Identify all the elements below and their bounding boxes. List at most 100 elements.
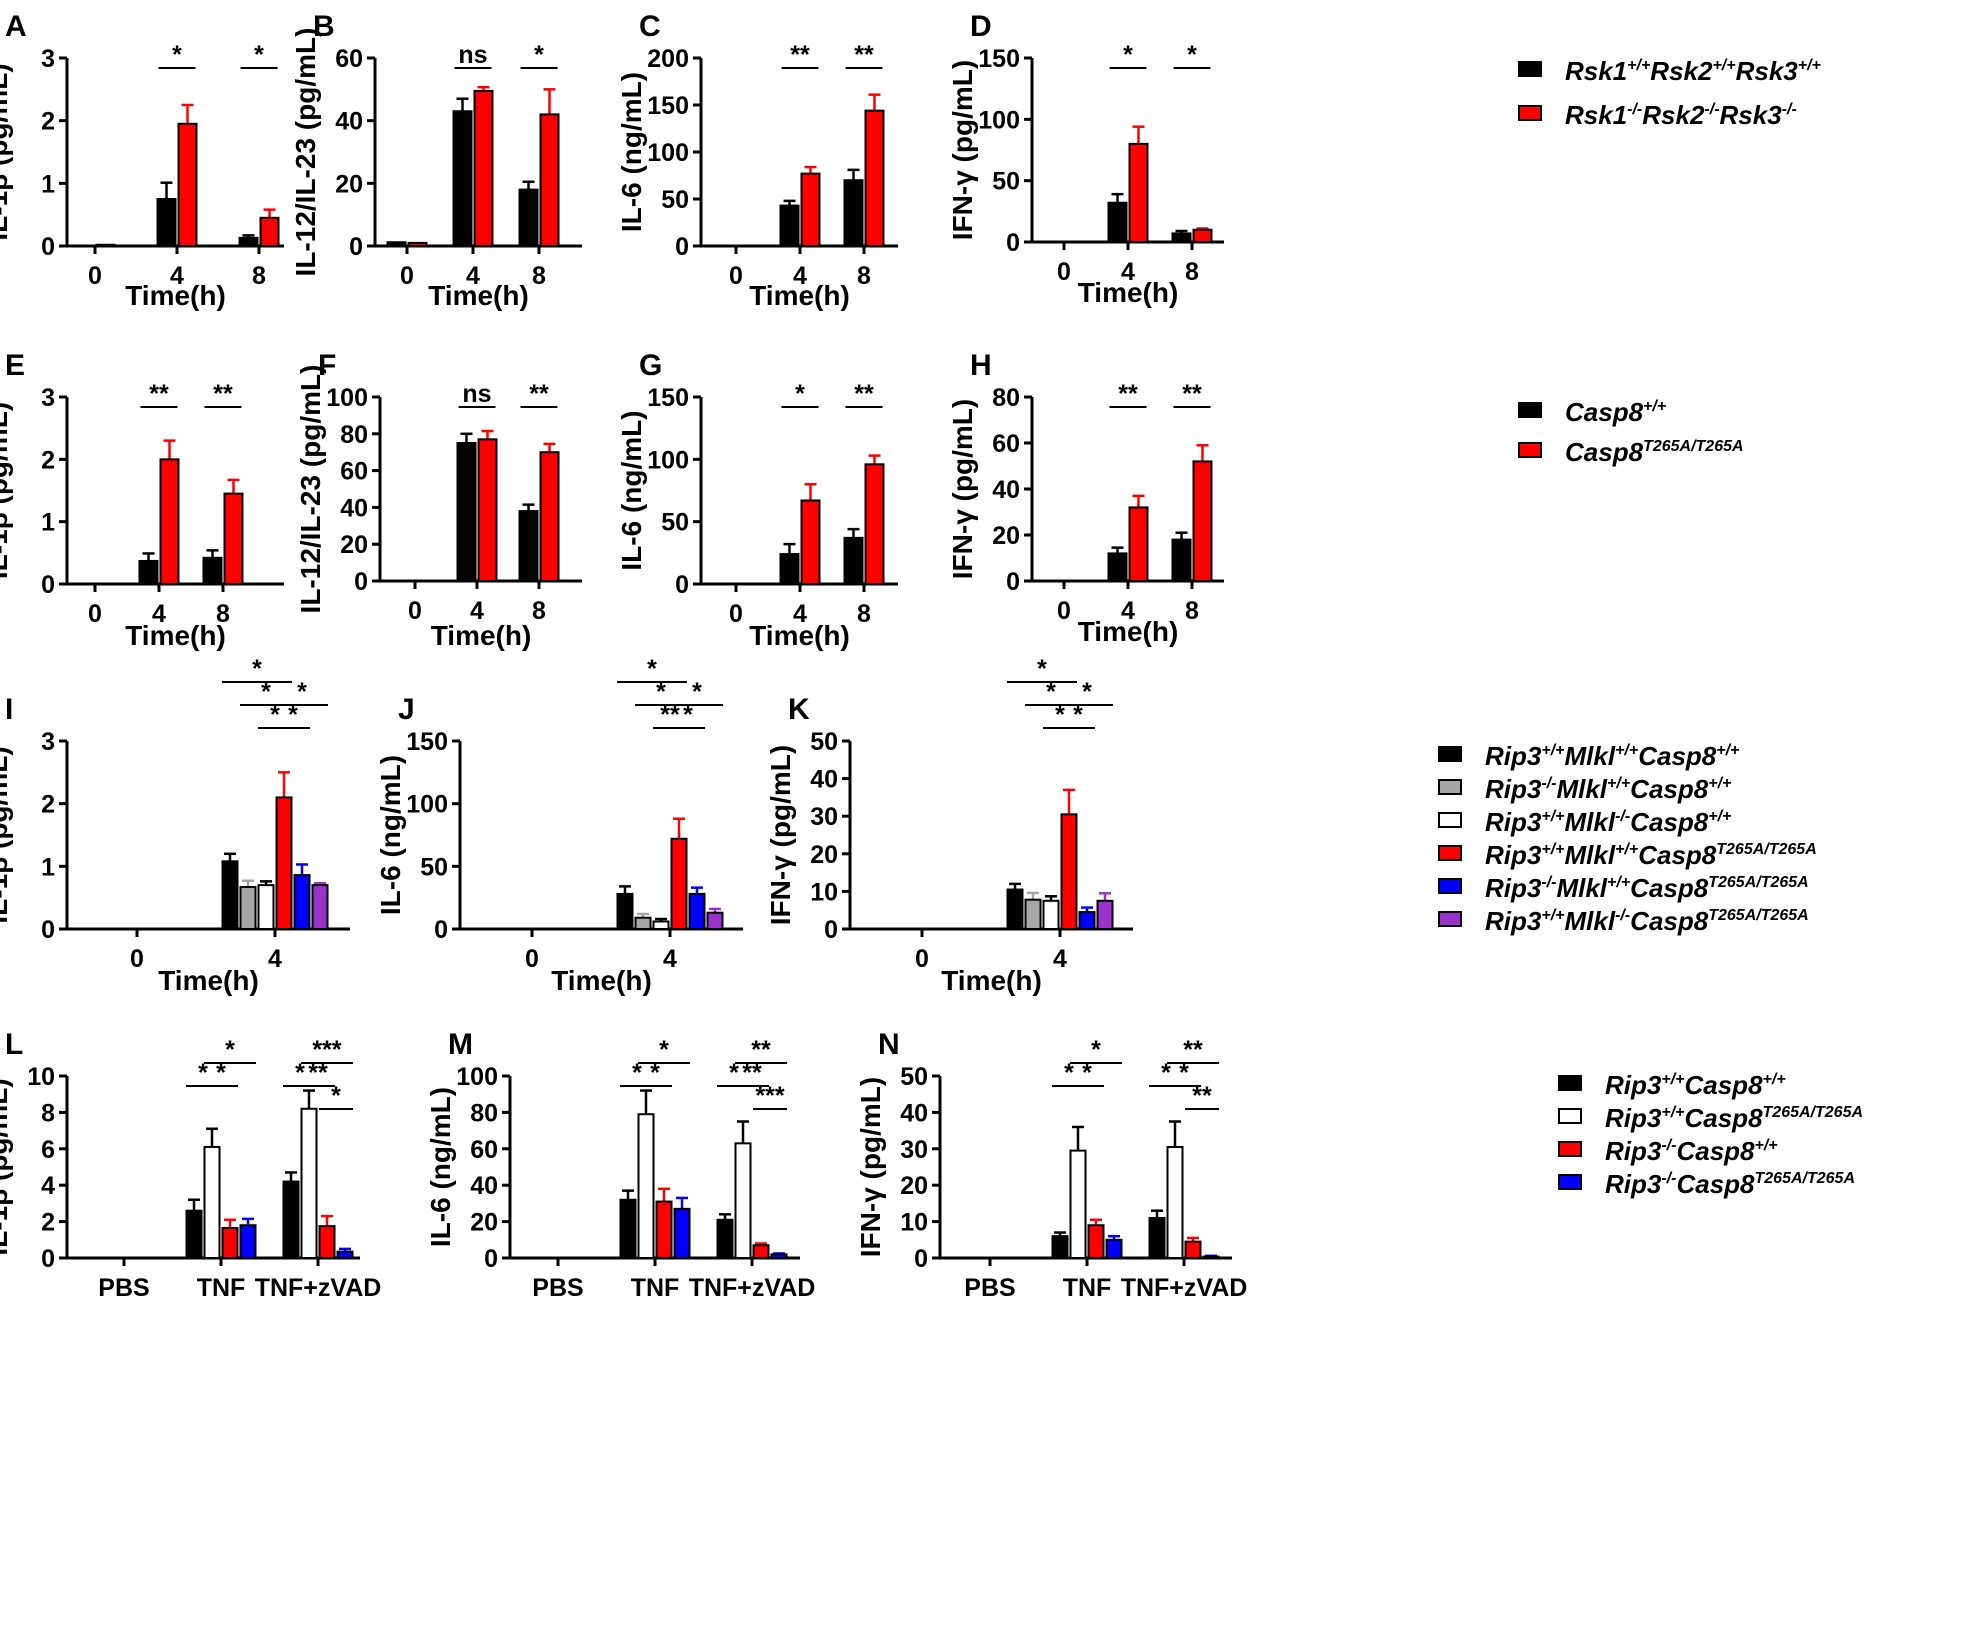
x-tick-label: 4 (793, 600, 807, 628)
bar (223, 492, 244, 585)
bar (670, 837, 688, 931)
panel-letter: C (639, 10, 661, 43)
panel-letter: H (970, 349, 992, 382)
y-tick-label: 40 (900, 1099, 928, 1127)
y-tick-label: 100 (647, 446, 689, 474)
bar (1107, 552, 1128, 583)
bar (864, 463, 885, 586)
bar (1107, 201, 1128, 244)
legend-swatch (1518, 402, 1542, 418)
legend-swatch (1438, 746, 1462, 762)
y-tick-label: 40 (340, 494, 368, 522)
x-tick-label: PBS (532, 1274, 583, 1302)
y-tick-label: 150 (978, 45, 1020, 73)
y-tick-label: 20 (810, 841, 838, 869)
significance-label: * (1046, 678, 1056, 706)
bar (456, 442, 477, 582)
bar (275, 796, 293, 931)
panel-letter: M (448, 1028, 473, 1061)
significance-label: * (1091, 1036, 1101, 1064)
panel-letter: E (5, 349, 25, 382)
y-tick-label: 1 (41, 170, 55, 198)
y-tick-label: 80 (470, 1099, 498, 1127)
x-tick-label: 0 (1057, 597, 1071, 625)
y-tick-label: 50 (810, 728, 838, 756)
significance-label: * (632, 1059, 642, 1087)
bar (1128, 506, 1149, 582)
bar (477, 438, 498, 582)
bar (843, 536, 864, 586)
significance-label: ns (458, 41, 487, 69)
significance-label: * (331, 1082, 341, 1110)
bar (539, 451, 560, 583)
y-tick-label: 20 (900, 1172, 928, 1200)
significance-label: * (270, 701, 280, 729)
panel-letter: K (788, 693, 810, 726)
y-tick-label: 3 (41, 728, 55, 756)
significance-label: * (659, 1036, 669, 1064)
significance-label: ** (1118, 380, 1138, 408)
bar (386, 241, 407, 248)
significance-label: * (1179, 1059, 1189, 1087)
y-tick-label: 60 (340, 458, 368, 486)
x-tick-label: 8 (216, 600, 230, 628)
y-axis-label: IL-1β (pg/mL) (0, 746, 13, 923)
legend-swatch (1438, 878, 1462, 894)
panel-letter: B (313, 10, 335, 43)
y-tick-label: 80 (340, 421, 368, 449)
significance-label: ** (854, 41, 874, 69)
legend-swatch (1518, 442, 1542, 458)
y-tick-label: 50 (420, 853, 448, 881)
bar (239, 1224, 257, 1259)
x-tick-label: 4 (170, 262, 184, 290)
y-tick-label: 40 (335, 108, 363, 136)
y-axis-label: IFN-γ (pg/mL) (947, 399, 978, 579)
legend-label: Casp8T265A/T265A (1565, 437, 1744, 467)
y-tick-label: 60 (992, 430, 1020, 458)
y-axis-label: IL-6 (ng/mL) (425, 1087, 456, 1247)
y-tick-label: 20 (340, 531, 368, 559)
bar (1051, 1235, 1069, 1260)
bar (539, 113, 560, 248)
legend-label: Rip3+/+Mlkl+/+Casp8+/+ (1485, 741, 1739, 771)
bar (159, 458, 180, 586)
y-tick-label: 10 (900, 1209, 928, 1237)
significance-label: * (297, 678, 307, 706)
x-tick-label: 0 (729, 600, 743, 628)
bar (518, 510, 539, 582)
significance-label: * (1082, 678, 1092, 706)
x-tick-label: 0 (88, 600, 102, 628)
legend-swatch (1438, 911, 1462, 927)
legend-swatch (1518, 105, 1542, 121)
x-tick-label: 0 (130, 945, 144, 973)
bar (652, 920, 670, 930)
bar (1042, 899, 1060, 930)
significance-label: * (198, 1059, 208, 1087)
bar (619, 1198, 637, 1260)
y-axis-label: IL-1β (pg/mL) (0, 63, 13, 240)
x-tick-label: 0 (408, 597, 422, 625)
y-tick-label: 0 (41, 233, 55, 261)
bar (300, 1107, 318, 1260)
panel-letter: D (970, 10, 992, 43)
y-tick-label: 0 (824, 916, 838, 944)
legend-leg2: Casp8+/+ Casp8T265A/T265A (1518, 397, 1744, 467)
bar (673, 1207, 691, 1259)
bar (177, 122, 198, 247)
y-tick-label: 40 (810, 766, 838, 794)
significance-label: * (1055, 701, 1065, 729)
panel-letter: N (878, 1028, 900, 1061)
bar (156, 198, 177, 247)
significance-label: ** (1182, 380, 1202, 408)
bar (1060, 813, 1078, 931)
x-tick-label: 4 (470, 597, 484, 625)
legend-leg4: Rip3+/+Casp8+/+Rip3+/+Casp8T265A/T265ARi… (1558, 1070, 1863, 1199)
x-tick-label: 4 (663, 945, 677, 973)
legend-label: Rip3+/+Casp8T265A/T265A (1605, 1103, 1863, 1133)
panel-letter: I (5, 693, 13, 726)
x-tick-label: 8 (1185, 597, 1199, 625)
y-axis-label: IL-1β (pg/mL) (0, 402, 13, 579)
